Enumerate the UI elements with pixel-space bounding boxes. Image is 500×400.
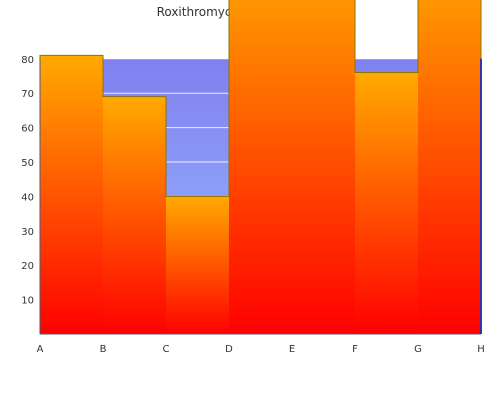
- step-series-outline: [39, 0, 482, 334]
- y-tick-label-60: 60: [21, 124, 34, 135]
- x-tick-label-D: D: [225, 344, 233, 355]
- step-bar-D: [229, 0, 292, 334]
- x-tick-label-G: G: [414, 344, 422, 355]
- x-tick-label-C: C: [163, 344, 170, 355]
- x-tick-label-B: B: [100, 344, 107, 355]
- step-bar-E: [292, 0, 355, 334]
- y-tick-label-70: 70: [21, 89, 34, 100]
- y-tick-label-50: 50: [21, 158, 34, 169]
- y-tick-label-40: 40: [21, 192, 34, 203]
- step-bar-F: [355, 72, 418, 334]
- x-tick-label-E: E: [289, 344, 295, 355]
- step-bar-A: [40, 55, 103, 334]
- y-tick-label-20: 20: [21, 261, 34, 272]
- x-tick-label-A: A: [37, 344, 44, 355]
- step-bar-B: [103, 96, 166, 334]
- x-tick-label-F: F: [352, 344, 358, 355]
- y-tick-label-10: 10: [21, 296, 34, 307]
- y-tick-label-30: 30: [21, 227, 34, 238]
- x-tick-label-H: H: [477, 344, 485, 355]
- y-tick-label-80: 80: [21, 55, 34, 66]
- step-bar-C: [166, 196, 229, 334]
- step-bar-G: [418, 0, 481, 334]
